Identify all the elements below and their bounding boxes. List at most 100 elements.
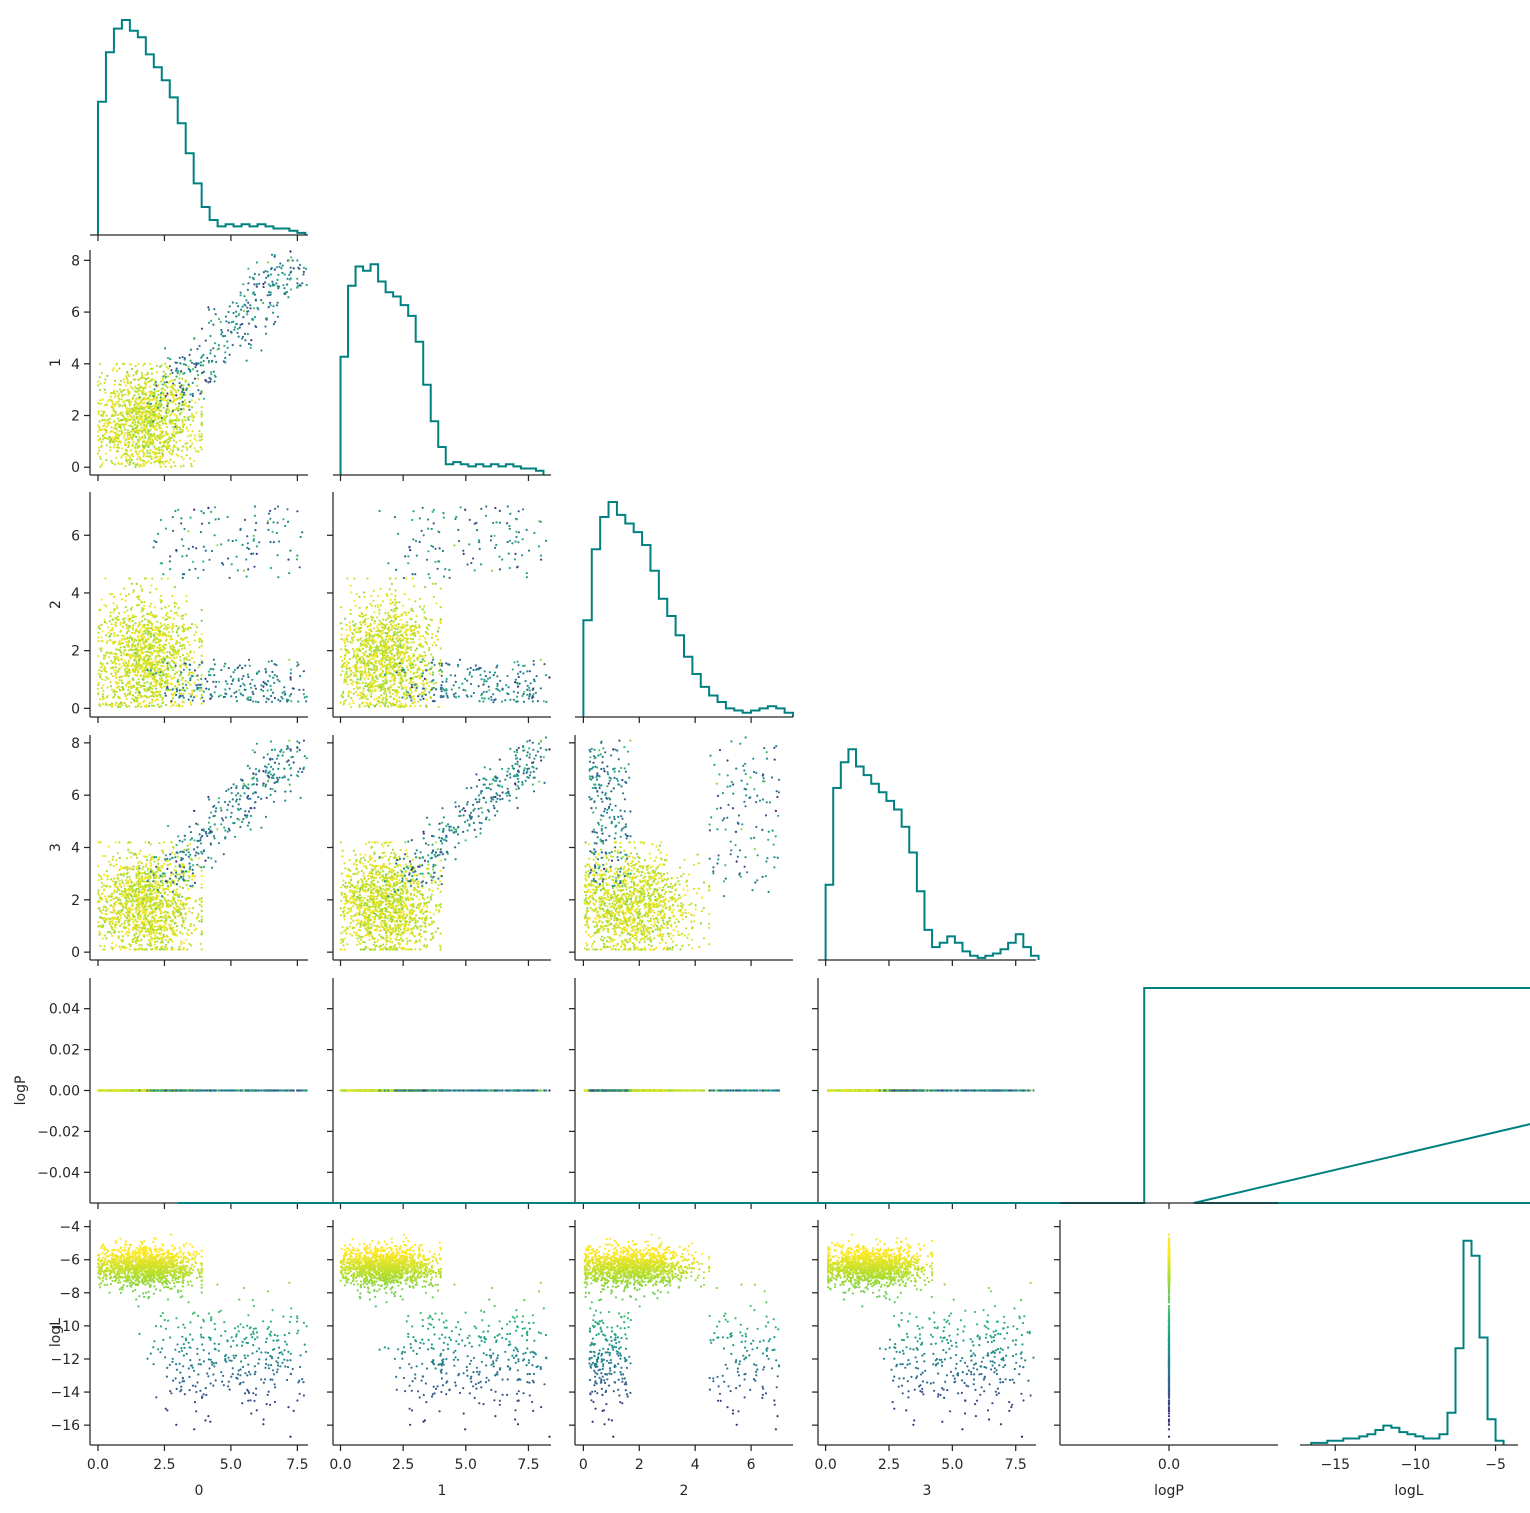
scatter-point [403,631,405,633]
scatter-point [400,665,402,667]
scatter-point [370,696,372,698]
scatter-point [185,389,187,391]
scatter-point [190,463,192,465]
scatter-point [387,628,389,630]
scatter-point [151,705,153,707]
scatter-point [250,344,252,346]
scatter-point [135,365,137,367]
scatter-point [139,439,141,441]
scatter-point [182,628,184,630]
scatter-point [111,618,113,620]
scatter-point [150,399,152,401]
scatter-point [100,663,102,665]
scatter-point [289,695,291,697]
scatter-point [355,691,357,693]
scatter-point [389,577,391,579]
scatter-point [372,643,374,645]
scatter-point [131,649,133,651]
scatter-point [531,697,533,699]
scatter-point [144,618,146,620]
scatter-point [277,302,279,304]
scatter-point [203,700,205,702]
scatter-point [238,689,240,691]
scatter-point [359,621,361,623]
scatter-point [166,433,168,435]
y-axis-label: 2 [48,600,64,609]
scatter-point [394,598,396,600]
scatter-point [373,640,375,642]
scatter-point [533,693,535,695]
scatter-point [390,636,392,638]
scatter-point [359,661,361,663]
scatter-point [132,679,134,681]
scatter-point [135,436,137,438]
scatter-point [255,299,257,301]
scatter-point [288,572,290,574]
scatter-point [182,401,184,403]
scatter-point [269,675,271,677]
scatter-point [144,673,146,675]
scatter-point [127,615,129,617]
scatter-point [135,416,137,418]
scatter-point [378,623,380,625]
scatter-point [227,311,229,313]
scatter-point [345,624,347,626]
scatter-point [372,678,374,680]
scatter-point [278,680,280,682]
scatter-point [125,465,127,467]
scatter-point [188,699,190,701]
scatter-point [112,611,114,613]
scatter-point [117,403,119,405]
scatter-point [177,410,179,412]
scatter-point [178,405,180,407]
scatter-point [135,692,137,694]
scatter-point [147,412,149,414]
scatter-point [358,596,360,598]
scatter-point [155,425,157,427]
scatter-point [173,444,175,446]
scatter-point [143,688,145,690]
scatter-point [170,389,172,391]
scatter-point [149,412,151,414]
scatter-point [274,663,276,665]
scatter-point [151,458,153,460]
scatter-point [277,505,279,507]
scatter-point [302,273,304,275]
scatter-point [210,694,212,696]
scatter-point [111,702,113,704]
scatter-point [132,655,134,657]
scatter-point [141,649,143,651]
scatter-point [116,390,118,392]
scatter-point [301,531,303,533]
scatter-point [144,380,146,382]
scatter-point [164,623,166,625]
scatter-point [175,394,177,396]
scatter-point [144,656,146,658]
scatter-point [116,370,118,372]
scatter-point [169,422,171,424]
scatter-point [180,638,182,640]
scatter-point [370,658,372,660]
scatter-point [277,576,279,578]
scatter-point [264,281,266,283]
scatter-point [209,668,211,670]
scatter-point [101,687,103,689]
scatter-point [194,447,196,449]
scatter-point [412,577,414,579]
scatter-point [113,440,115,442]
scatter-point [153,650,155,652]
y-tick-label: 0 [71,460,80,476]
scatter-point [390,657,392,659]
scatter-point [423,605,425,607]
scatter-point [462,550,464,552]
scatter-point [173,657,175,659]
scatter-point [102,438,104,440]
scatter-point [398,645,400,647]
scatter-point [515,679,517,681]
scatter-point [166,426,168,428]
scatter-point [100,674,102,676]
scatter-point [272,692,274,694]
scatter-point [543,663,545,665]
scatter-point [128,432,130,434]
scatter-point [191,406,193,408]
